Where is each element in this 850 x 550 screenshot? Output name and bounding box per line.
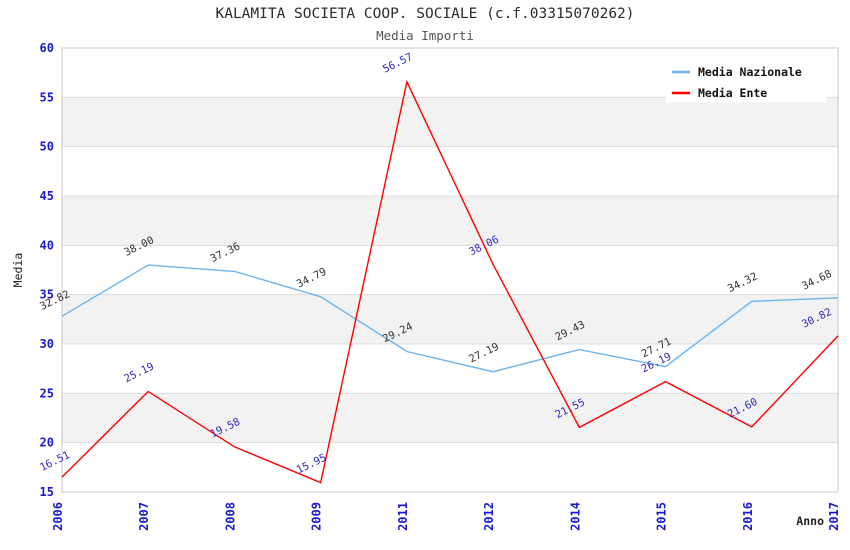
svg-text:2016: 2016 [741, 502, 755, 531]
plot-frame [61, 47, 839, 493]
svg-text:25.19: 25.19 [122, 361, 156, 386]
y-axis-ticks: 15 20 25 30 35 40 45 50 55 60 [40, 41, 54, 499]
chart-subtitle: Media Importi [376, 28, 474, 43]
axis-titles: Media Anno [11, 253, 824, 528]
svg-text:Media Nazionale: Media Nazionale [698, 65, 802, 79]
svg-text:45: 45 [40, 189, 54, 203]
svg-text:55: 55 [40, 90, 54, 104]
svg-text:Anno: Anno [796, 514, 824, 528]
svg-text:2011: 2011 [396, 502, 410, 531]
svg-text:34.79: 34.79 [295, 266, 329, 291]
svg-text:34.32: 34.32 [726, 270, 760, 295]
svg-text:2007: 2007 [137, 502, 151, 531]
svg-text:15: 15 [40, 485, 54, 499]
x-axis-ticks: 2006 2007 2008 2009 2011 2012 2014 2015 2016 2017 [51, 502, 841, 531]
svg-text:2012: 2012 [482, 502, 496, 531]
svg-text:Media Ente: Media Ente [698, 86, 767, 100]
svg-text:35: 35 [40, 288, 54, 302]
svg-text:2017: 2017 [827, 502, 841, 531]
svg-text:2008: 2008 [223, 502, 237, 531]
svg-text:2006: 2006 [51, 502, 65, 531]
svg-text:30: 30 [40, 337, 54, 351]
svg-text:Media: Media [11, 253, 25, 288]
svg-text:2015: 2015 [655, 502, 669, 531]
svg-text:2014: 2014 [568, 502, 582, 531]
svg-text:50: 50 [40, 140, 54, 154]
svg-text:25: 25 [40, 386, 54, 400]
svg-text:34.68: 34.68 [800, 268, 834, 293]
svg-text:60: 60 [40, 41, 54, 55]
svg-text:16.51: 16.51 [38, 449, 72, 474]
chart-legend: Media Nazionale Media Ente [665, 57, 827, 103]
svg-text:2009: 2009 [310, 502, 324, 531]
svg-text:20: 20 [40, 436, 54, 450]
plot-background-bands [62, 97, 838, 443]
svg-text:40: 40 [40, 238, 54, 252]
series-lines [61, 79, 839, 484]
chart-title: KALAMITA SOCIETA COOP. SOCIALE (c.f.0331… [215, 6, 635, 22]
svg-text:56.57: 56.57 [381, 51, 415, 76]
